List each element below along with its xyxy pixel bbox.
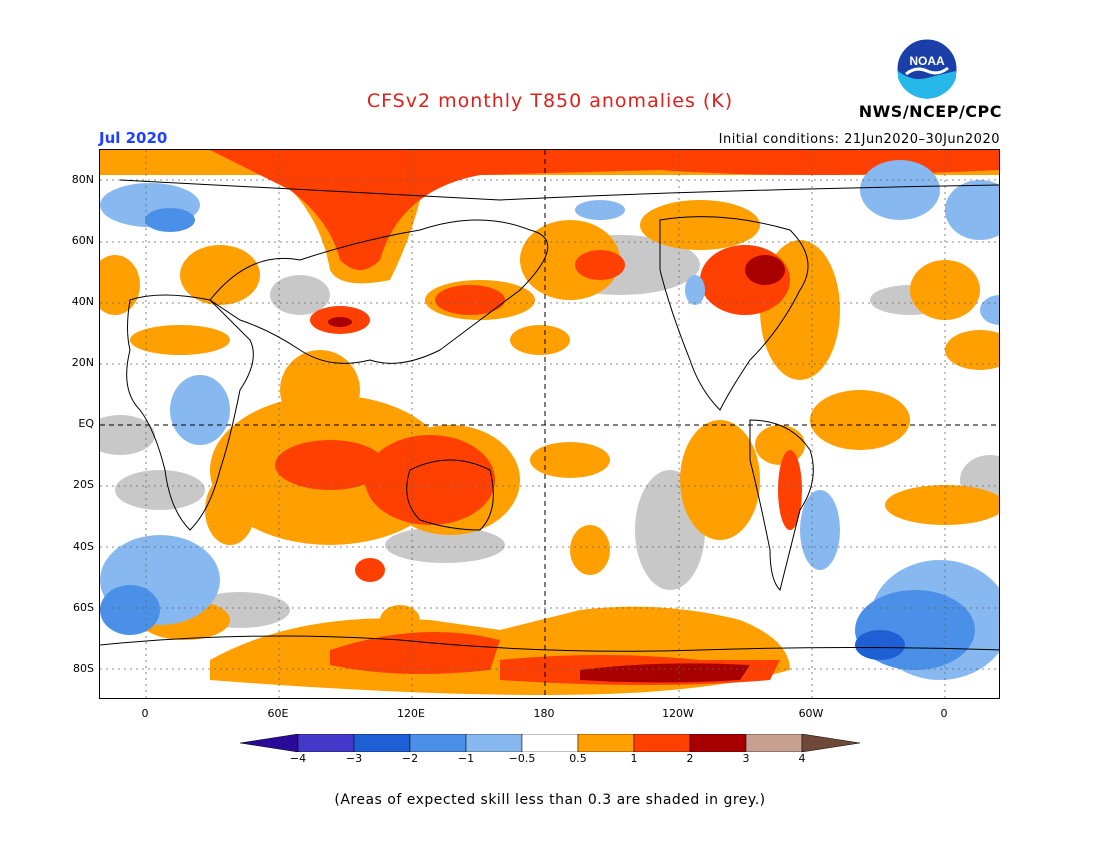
anomaly-map-svg — [100, 150, 999, 698]
lat-label-40n: 40N — [71, 295, 94, 308]
lat-label-60n: 60N — [71, 234, 94, 247]
lat-label-80s: 80S — [73, 662, 94, 675]
colorbar-pos2-3 — [689, 734, 747, 752]
anomaly-map — [99, 149, 1000, 699]
cool-anomaly-2-3 — [855, 630, 905, 660]
lon-label-120e: 120E — [397, 707, 425, 720]
colorbar-pos3-4 — [745, 734, 803, 752]
lat-label-20s: 20S — [73, 478, 94, 491]
chart-title: CFSv2 monthly T850 anomalies (K) — [366, 90, 734, 112]
agency-label: NWS/NCEP/CPC — [858, 102, 1002, 121]
colorbar-gt-pos4 — [801, 734, 861, 752]
forecast-month: Jul 2020 — [99, 129, 168, 147]
colorbar-pos1-2 — [633, 734, 691, 752]
colorbar-neg2-neg1 — [409, 734, 467, 752]
lat-label-80n: 80N — [71, 173, 94, 186]
lat-label-eq: EQ — [78, 417, 94, 430]
colorbar — [240, 734, 861, 752]
lon-label-60e: 60E — [267, 707, 289, 720]
colorbar-label-pos4: 4 — [798, 752, 806, 765]
lon-label-0-right: 0 — [940, 707, 948, 720]
colorbar-label-neg05: −0.5 — [508, 752, 536, 765]
warm-anomaly-2-3 — [328, 255, 785, 683]
colorbar-lt-neg4 — [240, 734, 299, 752]
colorbar-neg1-neg05 — [465, 734, 523, 752]
colorbar-label-pos2: 2 — [686, 752, 694, 765]
colorbar-neg3-neg2 — [353, 734, 411, 752]
coastlines — [100, 179, 999, 652]
lon-label-120w: 120W — [662, 707, 694, 720]
lat-label-40s: 40S — [73, 540, 94, 553]
noaa-logo: NOAA — [896, 38, 958, 100]
initial-conditions: Initial conditions: 21Jun2020–30Jun2020 — [718, 132, 1000, 147]
colorbar-pos05-1 — [577, 734, 635, 752]
colorbar-label-neg4: −4 — [289, 752, 307, 765]
colorbar-neg4-neg3 — [297, 734, 355, 752]
colorbar-label-neg3: −3 — [345, 752, 363, 765]
skill-footnote: (Areas of expected skill less than 0.3 a… — [334, 792, 766, 808]
noaa-logo-text: NOAA — [909, 54, 945, 68]
lon-label-0-left: 0 — [141, 707, 149, 720]
lat-label-20n: 20N — [71, 356, 94, 369]
lon-label-60w: 60W — [798, 707, 824, 720]
grid-lines — [100, 150, 999, 698]
colorbar-neutral — [521, 734, 579, 752]
colorbar-label-neg1: −1 — [457, 752, 475, 765]
colorbar-label-pos3: 3 — [742, 752, 750, 765]
colorbar-label-pos05: 0.5 — [569, 752, 587, 765]
equator-dateline — [100, 150, 999, 698]
lon-label-180: 180 — [533, 707, 555, 720]
colorbar-label-neg2: −2 — [401, 752, 419, 765]
colorbar-label-pos1: 1 — [630, 752, 638, 765]
lat-label-60s: 60S — [73, 601, 94, 614]
